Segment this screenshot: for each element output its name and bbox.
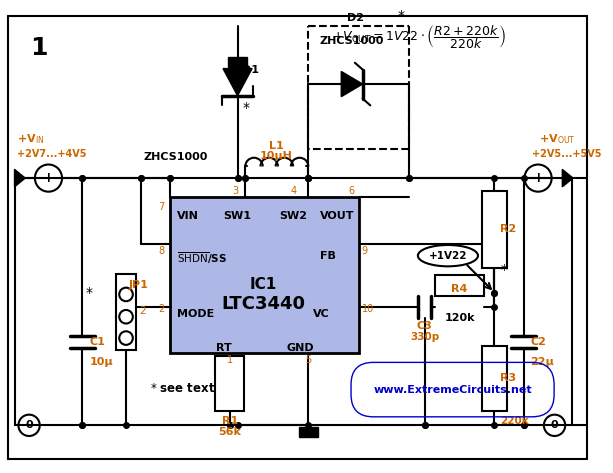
Text: R2: R2 — [500, 225, 517, 235]
Text: R1: R1 — [222, 416, 238, 426]
Text: *: * — [397, 9, 405, 23]
Text: 10μH: 10μH — [260, 150, 293, 161]
Text: *: * — [242, 101, 249, 114]
Text: +2V5...+5V5: +2V5...+5V5 — [532, 149, 602, 159]
FancyBboxPatch shape — [170, 198, 359, 352]
Text: $*$ see text: $*$ see text — [150, 382, 216, 394]
Text: +1V22: +1V22 — [428, 251, 467, 261]
Text: GND: GND — [286, 343, 314, 353]
Text: VC: VC — [313, 309, 330, 319]
Text: *: * — [500, 263, 508, 278]
Text: ZHCS1000: ZHCS1000 — [143, 152, 208, 162]
Text: LTC3440: LTC3440 — [222, 295, 306, 313]
Polygon shape — [223, 69, 252, 96]
Text: R3: R3 — [500, 373, 516, 383]
Text: SW1: SW1 — [223, 211, 251, 221]
Text: 1: 1 — [30, 35, 48, 60]
Text: IC1: IC1 — [250, 277, 277, 292]
Polygon shape — [228, 57, 247, 67]
Text: $\overline{\rm SHDN}$/SS: $\overline{\rm SHDN}$/SS — [177, 251, 227, 266]
Text: D2: D2 — [347, 13, 364, 23]
Text: VIN: VIN — [177, 211, 199, 221]
Text: 2: 2 — [140, 306, 147, 316]
Text: +: + — [532, 171, 544, 185]
Text: 7: 7 — [159, 202, 165, 212]
Text: C2: C2 — [530, 337, 546, 347]
Polygon shape — [562, 169, 573, 187]
Text: +2V7...+4V5: +2V7...+4V5 — [17, 149, 87, 159]
Text: 220k: 220k — [500, 416, 529, 426]
Text: L1: L1 — [269, 141, 284, 151]
Text: 10: 10 — [362, 304, 374, 314]
Polygon shape — [299, 427, 318, 437]
Text: 56k: 56k — [218, 427, 241, 437]
Text: R4: R4 — [451, 284, 468, 294]
FancyBboxPatch shape — [482, 191, 507, 268]
Text: FB: FB — [320, 251, 336, 261]
Text: ZHCS1000: ZHCS1000 — [320, 35, 384, 45]
Text: 8: 8 — [159, 246, 165, 256]
Text: +V$_{\rm IN}$: +V$_{\rm IN}$ — [17, 132, 45, 146]
Text: 22μ: 22μ — [530, 358, 554, 368]
Text: MODE: MODE — [177, 309, 215, 319]
Text: +: + — [43, 171, 55, 185]
FancyBboxPatch shape — [435, 275, 484, 297]
Text: *: * — [85, 286, 93, 300]
Text: 330p: 330p — [410, 332, 440, 342]
Text: 0: 0 — [25, 420, 33, 430]
Text: 9: 9 — [362, 246, 368, 256]
Text: SW2: SW2 — [279, 211, 307, 221]
Text: www.ExtremeCircuits.net: www.ExtremeCircuits.net — [373, 385, 532, 394]
Text: C1: C1 — [89, 337, 105, 347]
FancyBboxPatch shape — [215, 356, 245, 411]
Text: 4: 4 — [291, 185, 297, 195]
Text: 120k: 120k — [444, 313, 475, 323]
Text: 3: 3 — [232, 185, 238, 195]
Text: 1: 1 — [227, 355, 233, 365]
Text: C3: C3 — [417, 321, 433, 331]
Text: 2: 2 — [159, 304, 165, 314]
FancyBboxPatch shape — [482, 346, 507, 411]
Text: 6: 6 — [349, 185, 355, 195]
FancyBboxPatch shape — [116, 274, 135, 350]
Text: JP1: JP1 — [129, 280, 149, 290]
Text: $+V_{\rm OUT} = 1V22 \cdot \left(\dfrac{R2 + 220k}{220k}\right)$: $+V_{\rm OUT} = 1V22 \cdot \left(\dfrac{… — [332, 23, 505, 51]
Text: 0: 0 — [550, 420, 558, 430]
Text: 5: 5 — [305, 355, 311, 365]
Polygon shape — [15, 169, 25, 187]
Text: 10μ: 10μ — [89, 358, 113, 368]
Text: D1: D1 — [242, 65, 259, 75]
Text: VOUT: VOUT — [320, 211, 354, 221]
Polygon shape — [341, 71, 363, 96]
Text: RT: RT — [216, 343, 232, 353]
Text: +V$_{\rm OUT}$: +V$_{\rm OUT}$ — [539, 132, 576, 146]
